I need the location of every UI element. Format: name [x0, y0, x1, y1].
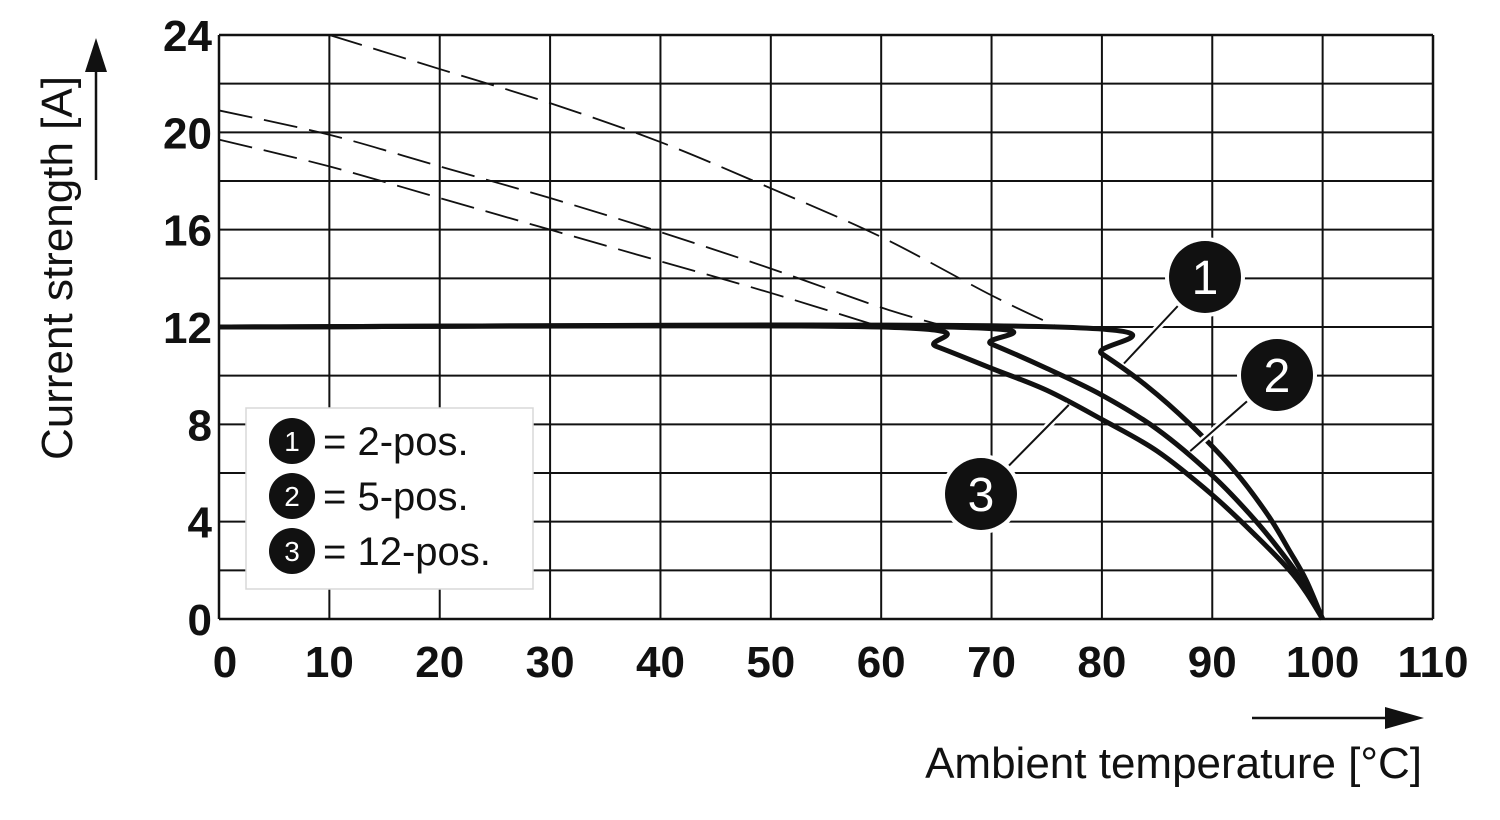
x-tick-label: 100: [1286, 638, 1359, 687]
series-3-extension-dashed: [218, 138, 882, 328]
legend-marker-3: [269, 528, 315, 574]
y-tick-label: 0: [188, 596, 212, 645]
legend-label: = 12-pos.: [323, 530, 491, 574]
y-tick-label: 16: [163, 207, 212, 256]
x-tick-label: 20: [415, 638, 464, 687]
x-tick-label: 30: [526, 638, 575, 687]
y-tick-label: 12: [163, 304, 212, 353]
x-tick-label: 70: [967, 638, 1016, 687]
legend: 1 = 2-pos. 2 = 5-pos. 3 = 12-pos.: [245, 407, 534, 590]
legend-label: = 2-pos.: [323, 420, 469, 464]
x-axis-arrow-head: [1385, 707, 1424, 729]
callout-badge-3: [945, 458, 1017, 530]
series-1-extension-dashed: [329, 34, 1059, 328]
y-tick-label: 24: [163, 12, 212, 61]
y-tick-label: 8: [188, 401, 212, 450]
x-tick-label: 10: [305, 638, 354, 687]
legend-marker-label: 3: [284, 536, 300, 567]
legend-marker-label: 1: [284, 426, 300, 457]
legend-label: = 5-pos.: [323, 475, 469, 519]
x-tick-label: 110: [1398, 638, 1469, 687]
callout-badge-1: [1169, 241, 1241, 313]
callout-badge-2: [1241, 339, 1313, 411]
legend-marker-1: [269, 418, 315, 464]
x-axis-title: Ambient temperature [°C]: [925, 739, 1422, 788]
x-tick-label: 80: [1077, 638, 1126, 687]
series-3-line: [218, 323, 1325, 621]
callout-badge-label: 3: [968, 469, 995, 522]
callout-badge-label: 1: [1192, 252, 1219, 305]
dashed-curves: [218, 34, 1059, 328]
y-axis-title: Current strength [A]: [33, 76, 82, 460]
x-tick-label: 60: [857, 638, 906, 687]
y-axis-arrow-head: [85, 38, 107, 72]
grid: [217, 33, 1435, 621]
x-tick-label: 0: [213, 638, 237, 687]
callout-badge-label: 2: [1264, 350, 1291, 403]
legend-marker-label: 2: [284, 481, 300, 512]
solid-curves: [218, 322, 1325, 621]
series-callouts: 12 3: [941, 237, 1317, 534]
legend-marker-2: [269, 473, 315, 519]
y-tick-label: 20: [163, 109, 212, 158]
series-2-extension-dashed: [218, 109, 948, 328]
x-tick-label: 50: [746, 638, 795, 687]
y-tick-label: 4: [188, 499, 213, 548]
x-tick-label: 90: [1188, 638, 1237, 687]
x-tick-label: 40: [636, 638, 685, 687]
